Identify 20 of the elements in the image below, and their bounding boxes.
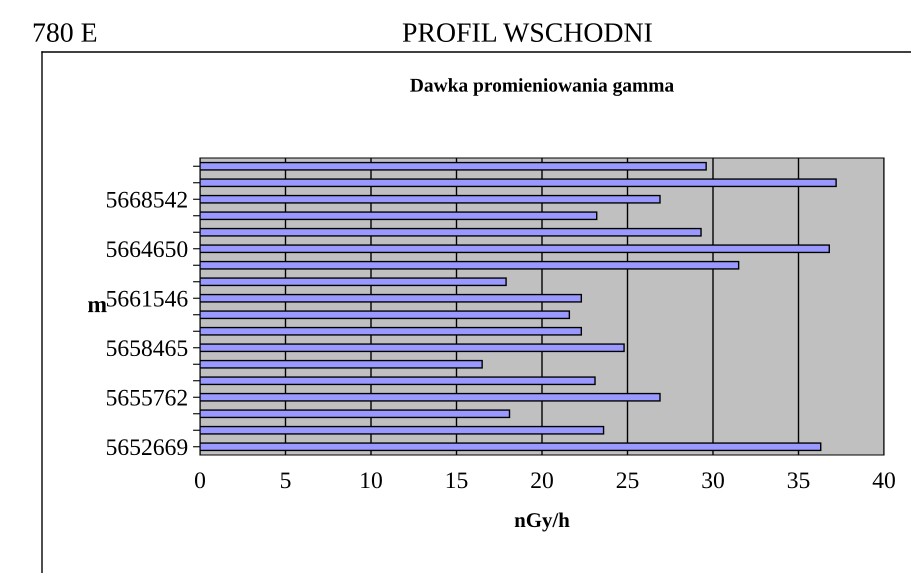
x-tick-label: 20: [531, 472, 553, 488]
x-tick-label: 5: [280, 472, 290, 488]
y-tick-label: 5668542: [106, 192, 187, 208]
y-axis-title: m: [88, 301, 107, 312]
x-tick-label: 10: [361, 472, 382, 488]
x-axis-title: nGy/h: [514, 512, 570, 532]
x-tick-label: 40: [872, 472, 895, 488]
x-tick-label: 0: [194, 472, 206, 488]
y-tick-label: 5664650: [106, 241, 188, 258]
x-tick-label: 15: [446, 472, 468, 488]
chart-title: PROFIL WSCHODNI: [402, 23, 652, 42]
y-tick-label: 5655762: [106, 390, 187, 406]
x-tick-label: 35: [788, 472, 810, 488]
y-tick-label: 5652669: [106, 439, 188, 456]
text: 780 E: [34, 23, 96, 42]
y-tick-label: 5661546: [106, 290, 188, 307]
x-tick-label: 30: [702, 472, 724, 488]
chart-subtitle: Dawka promieniowania gamma: [410, 78, 674, 96]
x-tick-label: 25: [616, 472, 638, 488]
y-tick-label: 5658465: [106, 340, 188, 356]
